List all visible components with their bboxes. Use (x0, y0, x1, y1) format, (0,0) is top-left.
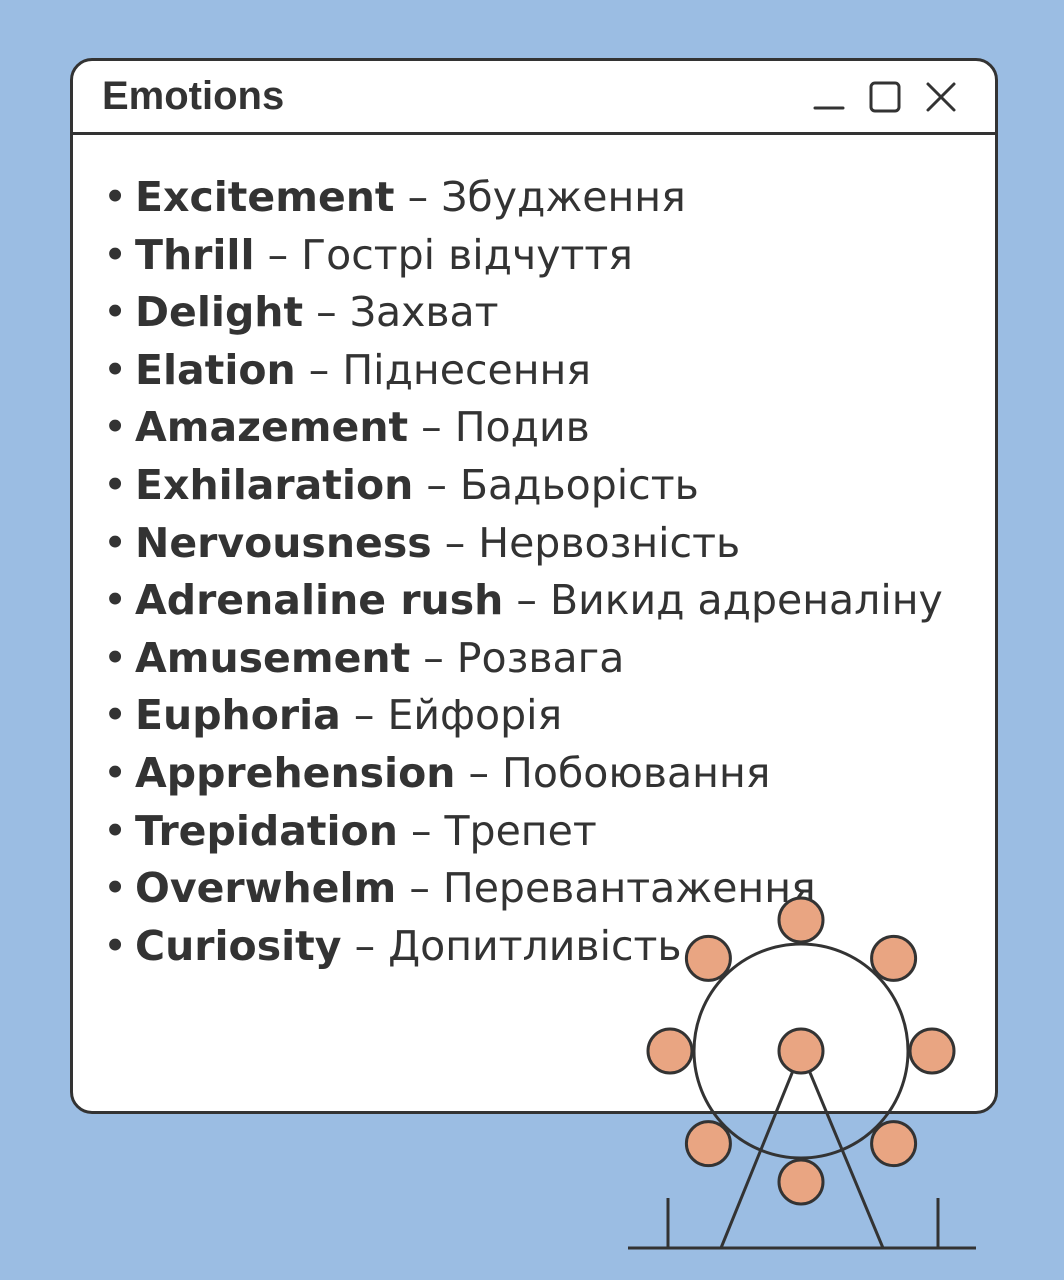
separator-dash: – (267, 230, 289, 279)
emotion-term: Trepidation (135, 806, 398, 855)
list-item: • Amusement – Розвага (103, 630, 943, 688)
gondola (908, 1027, 956, 1075)
separator-dash: – (353, 691, 375, 740)
separator-dash: – (423, 633, 444, 682)
separator-dash: – (516, 576, 537, 625)
emotion-term: Overwhelm (135, 864, 397, 913)
list-item: • Nervousness – Нервозність (103, 515, 943, 573)
emotion-term: Nervousness (135, 518, 432, 567)
list-item: • Trepidation – Трепет (103, 803, 943, 861)
list-item: • Overwhelm – Перевантаження (103, 860, 943, 918)
wheel-hub (777, 1027, 825, 1075)
emotion-term: Elation (135, 345, 296, 394)
emotion-term: Apprehension (135, 748, 456, 797)
window-title-bar: Emotions (73, 61, 995, 135)
list-item: • Delight – Захват (103, 284, 943, 342)
bullet: • (103, 518, 128, 567)
bullet: • (103, 460, 128, 509)
list-item: • Euphoria – Ейфорія (103, 687, 943, 745)
emotion-translation: Збудження (441, 173, 686, 221)
gondola (646, 1027, 694, 1075)
separator-dash: – (316, 288, 337, 337)
list-item: • Apprehension – Побоювання (103, 745, 943, 803)
separator-dash: – (444, 518, 466, 567)
emotion-translation: Трепет (444, 806, 597, 855)
emotion-translation: Бадьорість (459, 460, 699, 509)
emotion-term: Amusement (135, 633, 411, 682)
list-item: • Amazement – Подив (103, 399, 943, 457)
emotion-translation: Нервозність (478, 518, 741, 567)
bullet: • (103, 806, 128, 855)
emotion-translation: Розвага (456, 633, 625, 682)
bullet: • (103, 288, 128, 337)
emotion-term: Delight (135, 288, 304, 337)
bullet: • (103, 403, 128, 452)
emotion-translation: Піднесення (342, 345, 591, 394)
maximize-icon[interactable] (867, 79, 903, 115)
bullet: • (103, 345, 128, 394)
window-controls (791, 79, 959, 115)
bullet: • (103, 633, 128, 682)
gondola (870, 934, 918, 982)
emotion-translation: Допитливість (388, 921, 682, 970)
list-item: • Excitement – Збудження (103, 169, 943, 227)
bullet: • (103, 173, 128, 221)
separator-dash: – (407, 173, 429, 221)
emotion-translation: Захват (349, 288, 499, 337)
separator-dash: – (421, 403, 442, 452)
close-icon[interactable] (923, 79, 959, 115)
bullet: • (103, 864, 128, 913)
gondola (684, 934, 732, 982)
emotion-term: Adrenaline rush (135, 576, 504, 625)
emotion-translation: Подив (454, 403, 590, 452)
gondola (684, 1120, 732, 1168)
list-item: • Thrill – Гострі відчуття (103, 227, 943, 285)
bullet: • (103, 921, 128, 970)
list-item: • Elation – Піднесення (103, 342, 943, 400)
emotion-translation: Викид адреналіну (549, 576, 943, 625)
separator-dash: – (409, 864, 430, 913)
wheel-rim (692, 942, 910, 1160)
emotion-translation: Перевантаження (442, 864, 816, 913)
list-item: • Adrenaline rush – Викид адреналіну (103, 572, 943, 630)
minimize-icon[interactable] (811, 79, 847, 115)
separator-dash: – (426, 460, 447, 509)
emotion-term: Euphoria (135, 691, 341, 740)
emotions-window: Emotions • Excitement – Збудження • Thrill … (70, 58, 998, 1114)
window-title: Emotions (102, 74, 285, 118)
emotion-term: Excitement (135, 173, 395, 221)
gondola (870, 1120, 918, 1168)
separator-dash: – (468, 748, 490, 797)
emotion-translation: Ейфорія (387, 691, 563, 740)
gondola (777, 1158, 825, 1206)
separator-dash: – (410, 806, 432, 855)
emotion-term: Exhilaration (135, 460, 414, 509)
separator-dash: – (354, 921, 376, 970)
emotion-translation: Побоювання (502, 748, 771, 797)
bullet: • (103, 230, 128, 279)
separator-dash: – (308, 345, 330, 394)
emotion-term: Curiosity (135, 921, 342, 970)
list-item: • Curiosity – Допитливість (103, 918, 943, 976)
gondola (777, 896, 825, 944)
bullet: • (103, 691, 128, 740)
emotions-list: • Excitement – Збудження • Thrill – Гострі … (103, 169, 943, 975)
list-item: • Exhilaration – Бадьорість (103, 457, 943, 515)
emotion-term: Amazement (135, 403, 409, 452)
bullet: • (103, 576, 128, 625)
support-leg-right (799, 1050, 885, 1249)
support-leg-left (719, 1050, 803, 1249)
emotion-translation: Гострі відчуття (301, 230, 633, 279)
emotion-term: Thrill (135, 230, 255, 279)
bullet: • (103, 748, 128, 797)
